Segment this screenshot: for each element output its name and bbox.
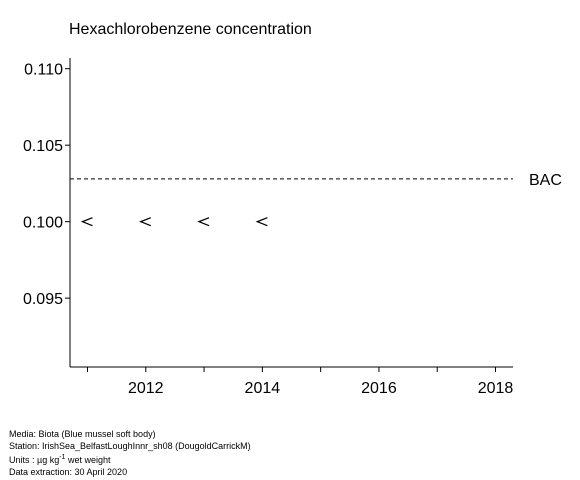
x-tick-label: 2016: [361, 380, 397, 397]
chart-footer: Media: Biota (Blue mussel soft body) Sta…: [9, 429, 251, 478]
data-point: [255, 217, 268, 227]
y-tick-label: 0.095: [23, 291, 63, 308]
units-prefix: Units : µg kg: [9, 455, 60, 465]
y-tick-label: 0.110: [24, 62, 63, 79]
media-text: Media: Biota (Blue mussel soft body): [9, 429, 156, 439]
extraction-text: Data extraction: 30 April 2020: [9, 466, 128, 477]
x-tick-label: 2012: [128, 380, 164, 397]
units-suffix: wet weight: [65, 455, 111, 465]
units-text: Units : µg kg-1 wet weight: [9, 452, 251, 467]
chart: Hexachlorobenzene concentration 0.095 0.10…: [23, 21, 562, 397]
bac-label: BAC: [529, 172, 562, 189]
units-exponent: -1: [59, 454, 66, 461]
y-tick-label: 0.105: [23, 138, 63, 155]
x-tick-label: 2018: [478, 380, 514, 397]
data-point: [139, 217, 152, 227]
station-text: Station: IrishSea_BelfastLoughInnr_sh08 …: [9, 440, 251, 451]
data-point: [80, 217, 93, 227]
chart-title: Hexachlorobenzene concentration: [69, 21, 312, 38]
x-tick-label: 2014: [245, 380, 281, 397]
data-point: [197, 217, 210, 227]
y-tick-label: 0.100: [23, 215, 63, 232]
